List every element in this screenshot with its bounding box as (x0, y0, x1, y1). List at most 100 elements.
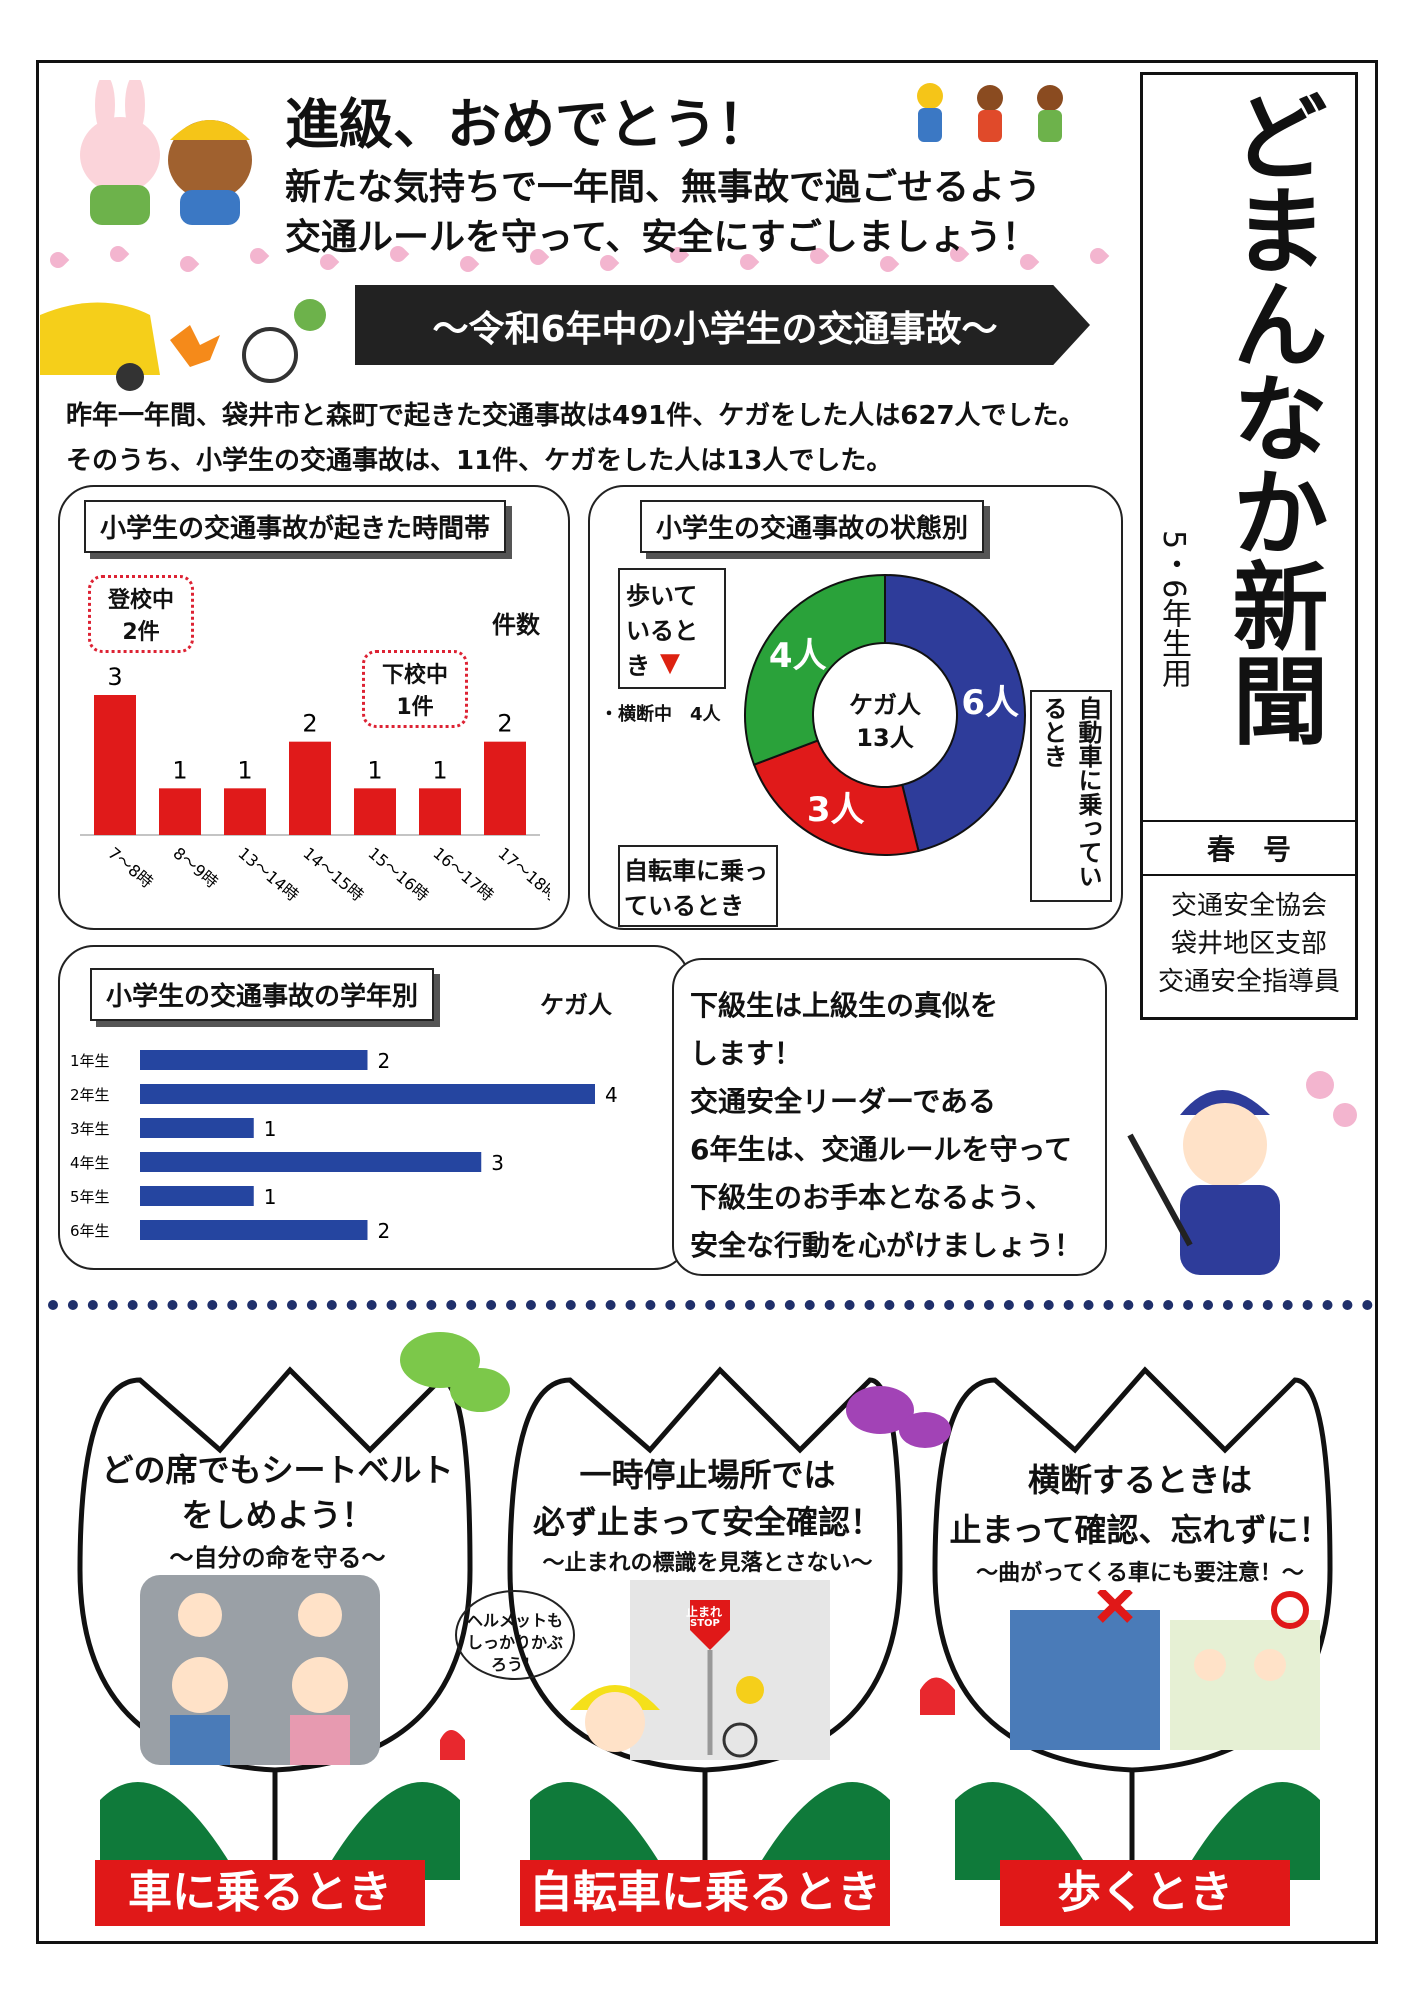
mascot-illustration (80, 80, 252, 225)
morning-note-count: 2件 (122, 620, 160, 645)
speech-line-3: 交通安全リーダーである (690, 1085, 997, 1118)
time-bar (354, 788, 396, 835)
donut-slice-label: 3人 (807, 790, 865, 830)
grade-tick-label: 5年生 (70, 1188, 110, 1206)
grade-tick-label: 6年生 (70, 1222, 110, 1240)
time-chart-panel (58, 485, 570, 930)
evening-note-label: 下校中 (381, 663, 448, 688)
grade-bar (140, 1152, 482, 1172)
donut-slice-label: 4人 (769, 636, 827, 676)
grade-bar (140, 1084, 595, 1104)
state-chart-panel (588, 485, 1123, 930)
speech-line-6: 安全な行動を心がけましょう！ (690, 1229, 1083, 1262)
time-bar (159, 788, 201, 835)
tulip-2-title-2: 必ず止まって安全確認！ (532, 1503, 883, 1541)
section-banner (355, 285, 1090, 365)
grade-tick-label: 3年生 (70, 1120, 110, 1138)
time-tick-label: 16～17時 (429, 844, 497, 905)
tulip-3-sub: ～曲がってくる車にも要注意！～ (976, 1561, 1304, 1586)
time-tick-label: 15～16時 (364, 844, 432, 905)
grade-tick-label: 2年生 (70, 1086, 110, 1104)
walk-sub-label: ・横断中 4人 (600, 704, 721, 725)
grade-bar-value: 1 (264, 1185, 277, 1209)
kids-walking-illustration (917, 83, 1063, 142)
time-bar (419, 788, 461, 835)
header-line-1: 新たな気持ちで一年間、無事故で過ごせるよう (285, 167, 1042, 208)
summary-line-1: 昨年一年間、袋井市と森町で起きた交通事故は491件、ケガをした人は627人でした… (66, 401, 1085, 431)
grade-chart-label: 小学生の交通事故の学年別 (90, 968, 435, 1021)
masthead-title: どまんなか新聞 (1216, 87, 1328, 745)
donut-slice (744, 573, 886, 766)
tulip-2-band: 自転車に乗るとき (520, 1860, 890, 1926)
time-bar (224, 788, 266, 835)
tulip-1-sub: ～自分の命を守る～ (169, 1544, 386, 1572)
tulip-3-title-2: 止まって確認、忘れずに！ (949, 1511, 1331, 1549)
stop-sign-text-ja: 止まれ (686, 1605, 723, 1619)
car-label: 自動車に乗っているとき (1030, 690, 1112, 902)
tulip-2-title-1: 一時停止場所では (579, 1456, 836, 1494)
time-chart-unit: 件数 (492, 611, 540, 639)
evening-note: 下校中 1件 (362, 650, 468, 728)
speech-line-2: します！ (690, 1037, 803, 1070)
tulip-1-title-1: どの席でもシートベルト (101, 1451, 454, 1489)
grade-chart-unit: ケガ人 (540, 991, 612, 1019)
donut-slice-label: 6人 (961, 683, 1019, 723)
time-bar-value: 2 (302, 710, 317, 738)
grade-tick-label: 1年生 (70, 1052, 110, 1070)
donut-center-line-2: 13人 (856, 724, 914, 752)
headline: 進級、おめでとう！ (285, 93, 771, 156)
time-tick-label: 7～8時 (104, 844, 156, 892)
time-chart-label: 小学生の交通事故が起きた時間帯 (84, 500, 507, 553)
time-bar (94, 695, 136, 835)
time-bar-value: 1 (432, 756, 447, 784)
donut-slice (752, 739, 920, 856)
walk-down-arrow-icon: ▼ (660, 648, 680, 678)
section-banner-text: ～令和6年中の小学生の交通事故～ (432, 309, 998, 350)
morning-note-label: 登校中 (107, 588, 174, 613)
time-tick-label: 13～14時 (234, 844, 302, 905)
evening-note-count: 1件 (396, 695, 434, 720)
time-bar (484, 741, 526, 835)
officer-illustration (1127, 1071, 1357, 1275)
grade-bar-value: 2 (378, 1219, 391, 1243)
tulip-2-sub: ～止まれの標識を見落とさない～ (542, 1551, 873, 1576)
grade-bar-value: 3 (491, 1151, 504, 1175)
time-chart: 3 7～8時 1 8～9時 1 13～14時 2 14～15時 1 15～16時 1 16～17時 2 1… (80, 663, 550, 905)
time-bar-value: 1 (367, 756, 382, 784)
time-tick-label: 8～9時 (169, 844, 221, 892)
time-tick-label: 17～18時 (494, 844, 550, 905)
speech-line-4: 6年生は、交通ルールを守って (690, 1133, 1073, 1166)
walk-label: 歩いているとき (618, 568, 726, 689)
tulip-3-title-1: 横断するときは (1027, 1461, 1252, 1499)
grade-bar-value: 2 (378, 1049, 391, 1073)
grade-bar (140, 1186, 254, 1206)
donut-center-line-1: ケガ人 (849, 691, 921, 719)
crossing-illustration (1010, 1590, 1320, 1750)
dotted-divider (48, 1300, 1373, 1310)
header-line-2: 交通ルールを守って、安全にすごしましょう！ (285, 217, 1038, 258)
time-bar (289, 741, 331, 835)
seatbelt-family-illustration (140, 1575, 380, 1765)
speech-bubble (672, 958, 1107, 1276)
bike-label: 自転車に乗っているとき (618, 845, 778, 927)
tulip-1-band: 車に乗るとき (95, 1860, 425, 1926)
masthead: どまんなか新聞 5・6年生用 春 号 交通安全協会 袋井地区支部 交通安全指導員 (1140, 72, 1358, 1020)
grade-chart: 1年生 2 2年生 4 3年生 1 4年生 3 5年生 1 6年生 2 (70, 1049, 618, 1243)
grade-bar-value: 4 (605, 1083, 618, 1107)
state-chart-label: 小学生の交通事故の状態別 (640, 500, 985, 553)
grade-bar (140, 1220, 368, 1240)
speech-line-1: 下級生は上級生の真似を (690, 989, 999, 1022)
stop-sign-text-en: STOP (690, 1618, 720, 1629)
time-tick-label: 14～15時 (299, 844, 367, 905)
grade-tick-label: 4年生 (70, 1154, 110, 1172)
grade-bar (140, 1050, 368, 1070)
donut-slice (884, 573, 1026, 853)
morning-note: 登校中 2件 (88, 575, 194, 653)
stop-sign-illustration (630, 1580, 830, 1760)
accident-illustration (40, 299, 326, 391)
masthead-org-3: 交通安全指導員 (1157, 967, 1340, 997)
grade-bar-value: 1 (264, 1117, 277, 1141)
page-frame (36, 60, 1378, 1944)
masthead-org-1: 交通安全協会 (1170, 891, 1327, 921)
masthead-org-2: 袋井地区支部 (1170, 929, 1327, 959)
